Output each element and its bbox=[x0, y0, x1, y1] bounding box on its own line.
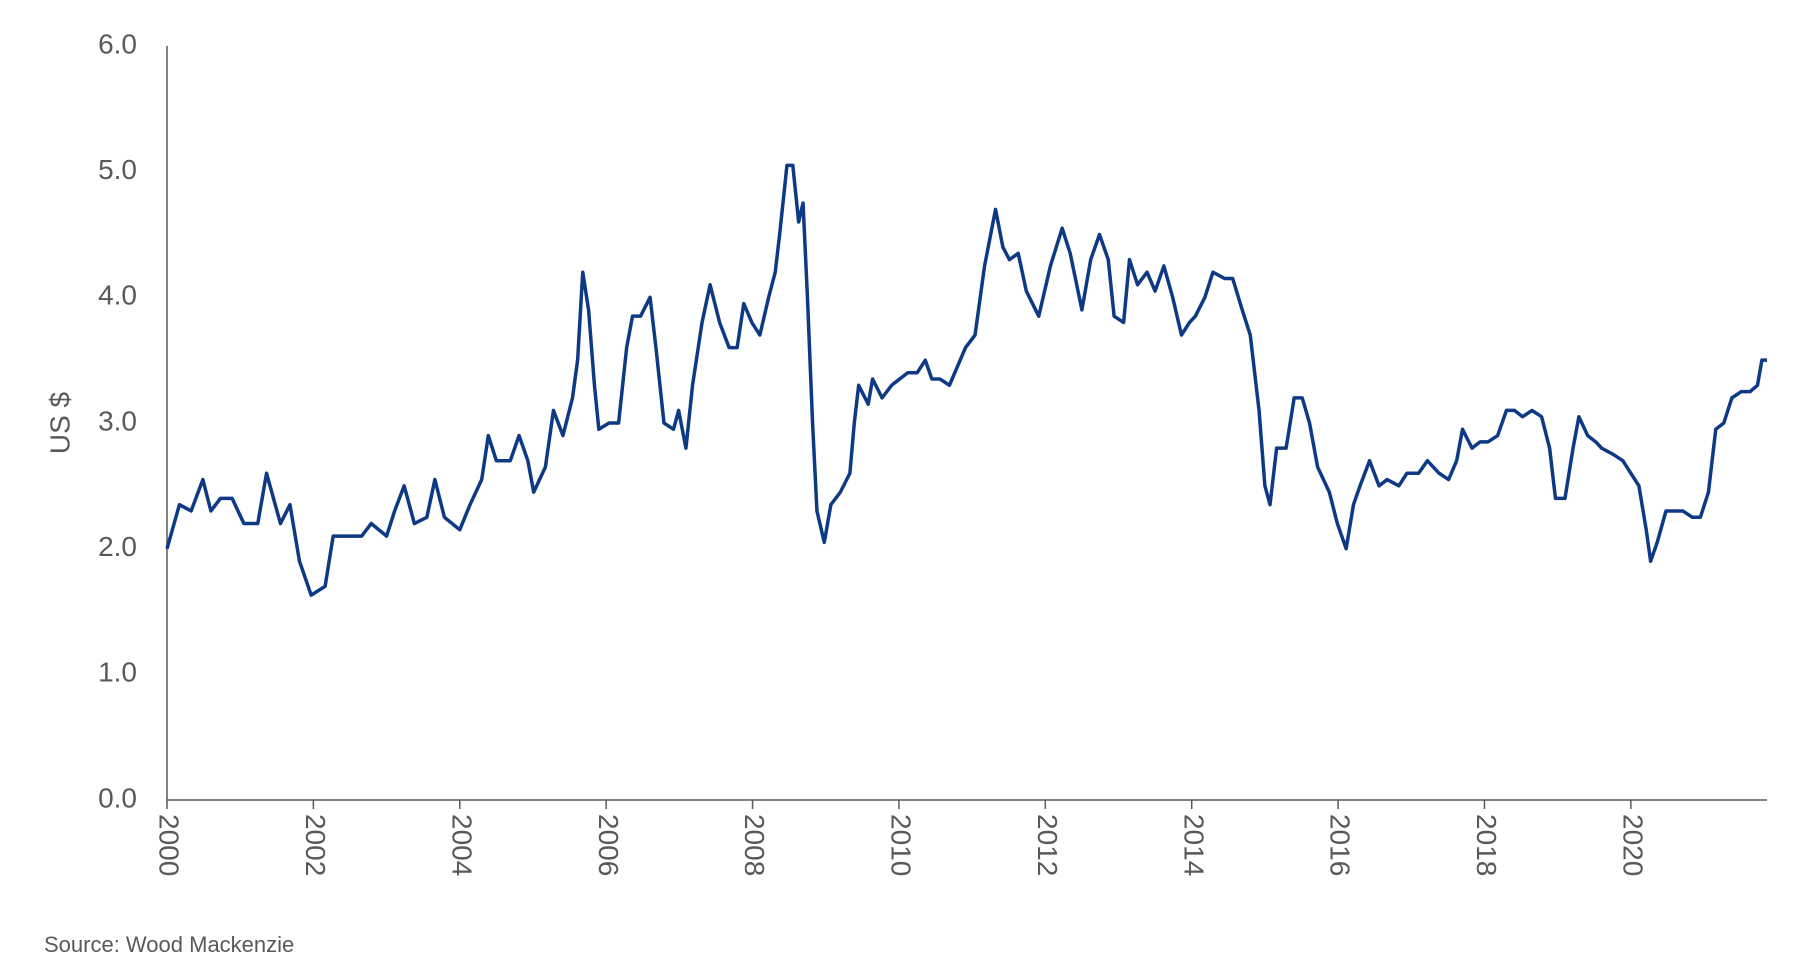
source-note: Source: Wood Mackenzie bbox=[44, 932, 294, 957]
y-tick-label: 6.0 bbox=[98, 28, 137, 59]
y-tick-label: 3.0 bbox=[98, 405, 137, 436]
y-tick-label: 0.0 bbox=[98, 782, 137, 813]
y-tick-label: 5.0 bbox=[98, 154, 137, 185]
y-tick-label: 1.0 bbox=[98, 657, 137, 688]
x-tick-label: 2002 bbox=[300, 814, 331, 876]
x-tick-label: 2000 bbox=[154, 814, 185, 876]
x-tick-label: 2004 bbox=[446, 814, 477, 876]
x-tick-label: 2010 bbox=[886, 814, 917, 876]
y-tick-label: 4.0 bbox=[98, 280, 137, 311]
x-tick-label: 2018 bbox=[1471, 814, 1502, 876]
x-tick-label: 2014 bbox=[1178, 814, 1209, 876]
x-tick-label: 2008 bbox=[739, 814, 770, 876]
y-axis-label: US $ bbox=[44, 391, 75, 454]
y-tick-label: 2.0 bbox=[98, 531, 137, 562]
x-tick-label: 2016 bbox=[1325, 814, 1356, 876]
x-tick-label: 2006 bbox=[593, 814, 624, 876]
x-tick-label: 2012 bbox=[1032, 814, 1063, 876]
x-tick-label: 2020 bbox=[1617, 814, 1648, 876]
price-line bbox=[165, 163, 1767, 597]
